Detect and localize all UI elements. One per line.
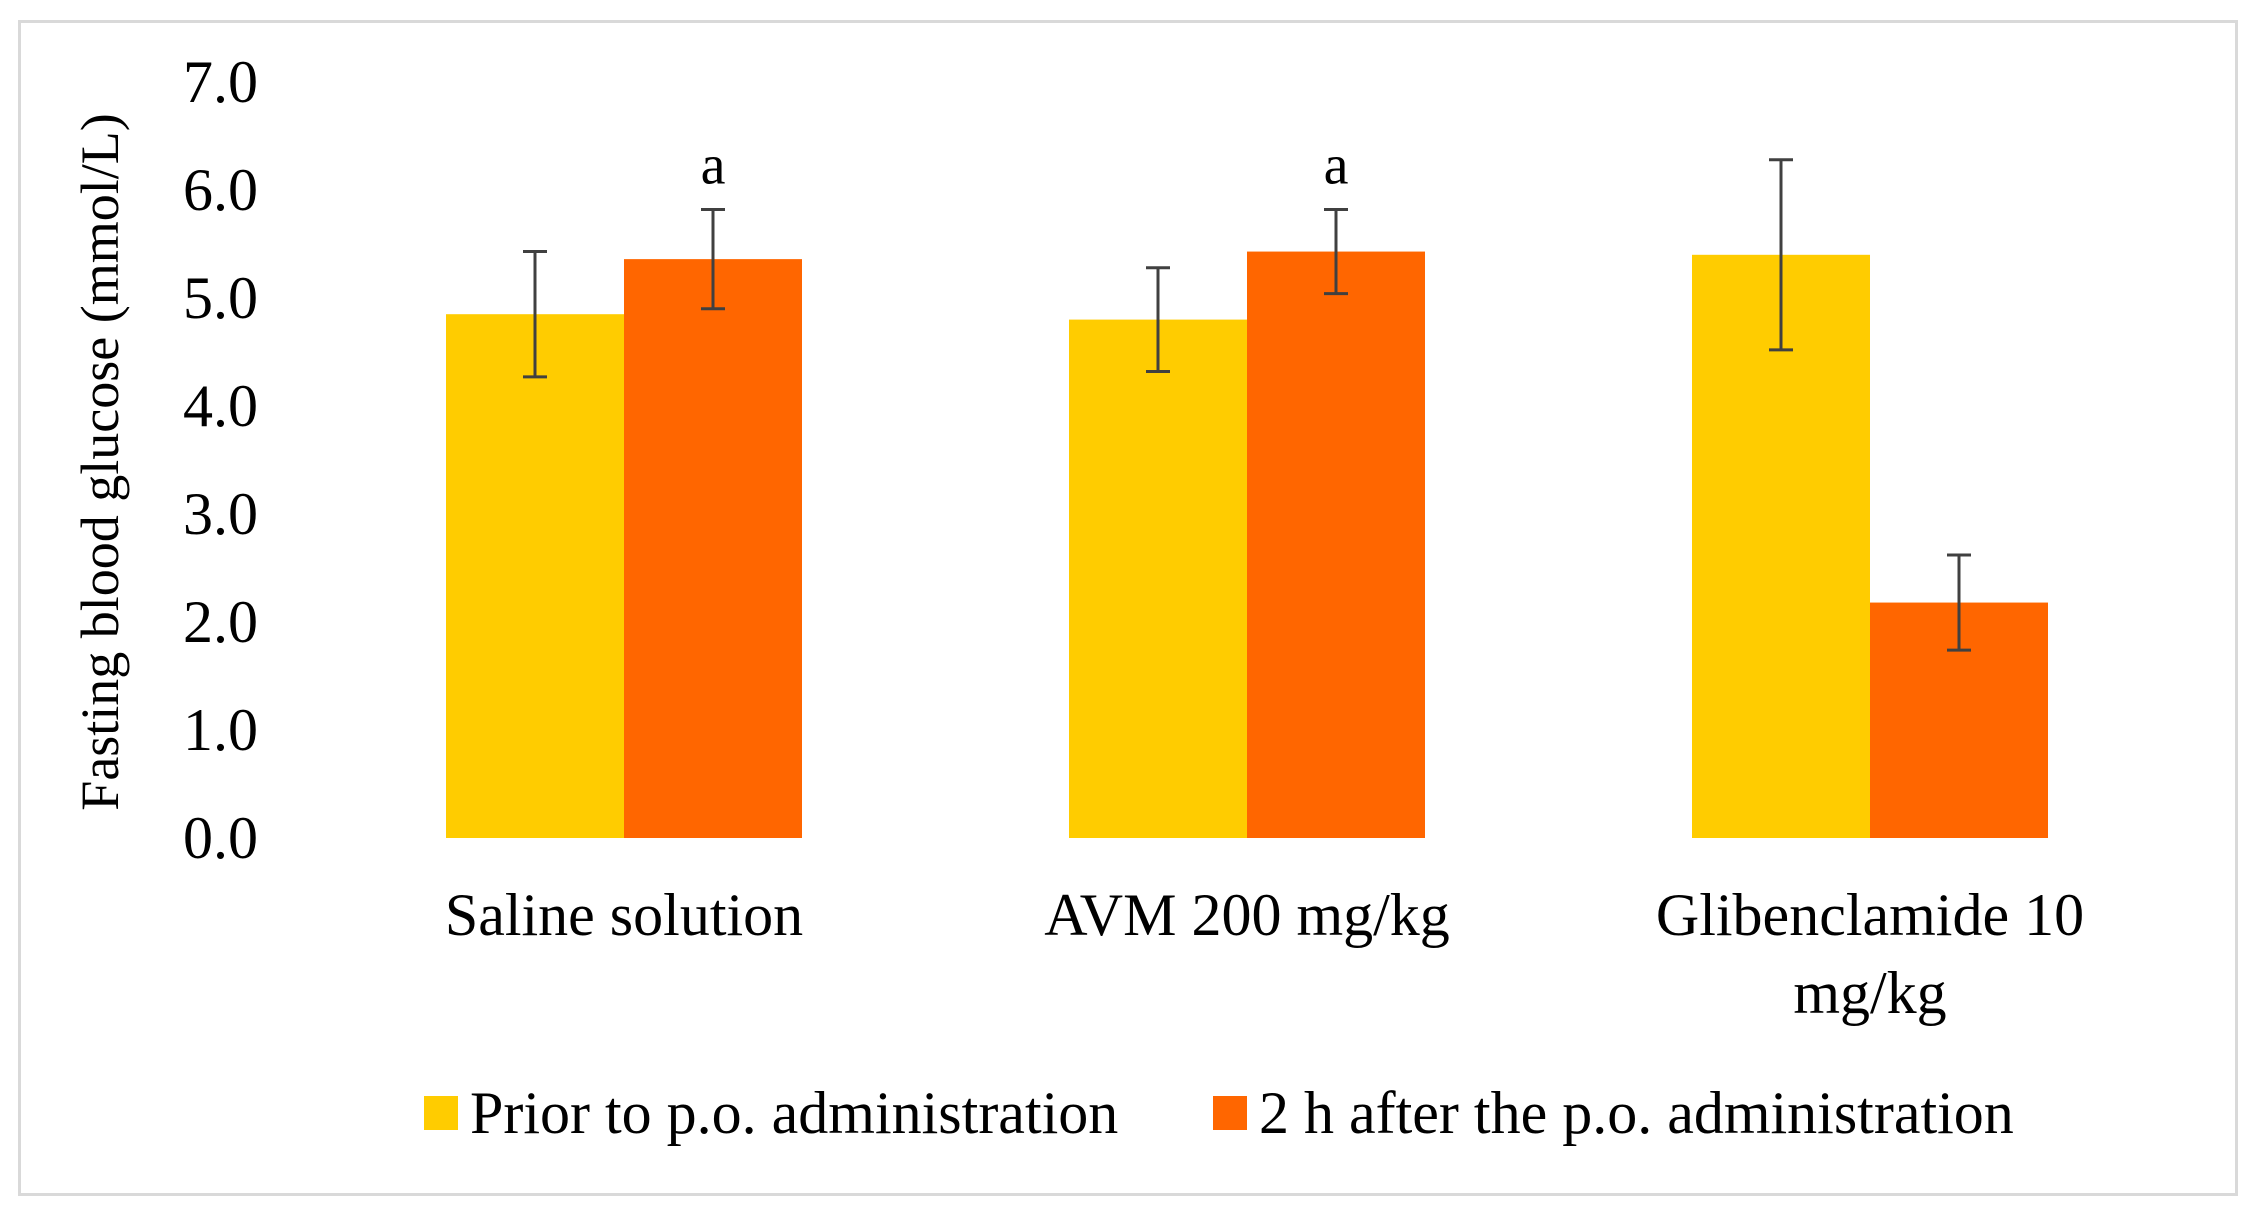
x-category-label: AVM 200 mg/kg (1044, 882, 1450, 948)
legend-swatch (1213, 1096, 1247, 1130)
y-tick-label: 1.0 (183, 697, 258, 763)
bar (1069, 319, 1247, 839)
x-category-label: mg/kg (1793, 960, 1946, 1026)
y-tick-label: 2.0 (183, 589, 258, 655)
y-tick-label: 5.0 (183, 265, 258, 331)
legend-label: Prior to p.o. administration (470, 1080, 1118, 1146)
y-tick-label: 6.0 (183, 157, 258, 223)
y-tick-label: 0.0 (183, 805, 258, 871)
legend-swatch (424, 1096, 458, 1130)
bar (624, 259, 802, 838)
bar (1692, 254, 1870, 839)
y-tick-label: 4.0 (183, 373, 258, 439)
y-axis-title: Fasting blood glucose (mmol/L) (70, 113, 130, 810)
y-tick-label: 3.0 (183, 481, 258, 547)
x-category-label: Glibenclamide 10 (1656, 882, 2084, 948)
bar (446, 314, 624, 838)
bar (1247, 251, 1425, 838)
significance-annotation: a (1324, 134, 1349, 196)
significance-annotation: a (701, 134, 726, 196)
y-tick-label: 7.0 (183, 49, 258, 115)
legend-label: 2 h after the p.o. administration (1259, 1080, 2014, 1146)
x-category-label: Saline solution (445, 882, 803, 948)
